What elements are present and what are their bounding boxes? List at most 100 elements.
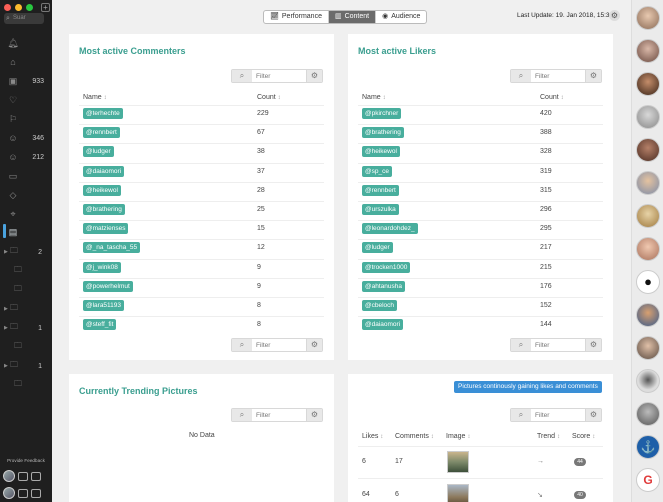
sidebar-item-bookmarks[interactable]: ⚐ <box>0 111 52 127</box>
username-tag[interactable]: @powerhelmut <box>83 281 133 292</box>
avatar[interactable] <box>636 402 660 426</box>
sidebar-item-stats[interactable]: ▤ <box>0 224 52 240</box>
trending-filter-input[interactable] <box>252 409 306 421</box>
username-tag[interactable]: @heikewol <box>83 185 121 196</box>
column-header-name[interactable]: Name ↕ <box>83 94 107 101</box>
likers-title: Most active Likers <box>358 46 437 56</box>
column-header-count[interactable]: Count ↕ <box>257 94 281 101</box>
gear-icon[interactable]: ⚙ <box>585 70 601 82</box>
username-tag[interactable]: @trocken1000 <box>362 262 411 273</box>
username-tag[interactable]: @pkirchner <box>362 108 402 119</box>
commenters-filter-input[interactable] <box>252 70 306 82</box>
avatar[interactable] <box>636 303 660 327</box>
sidebar-item-followers[interactable]: ☺ 346 <box>0 130 52 146</box>
picture-thumbnail[interactable] <box>447 451 469 473</box>
username-tag[interactable]: @rennbert <box>83 127 120 138</box>
column-header-trend[interactable]: Trend ↕ <box>537 433 560 440</box>
username-tag[interactable]: @j_wink08 <box>83 262 121 273</box>
provide-feedback-link[interactable]: Provide Feedback <box>7 458 45 463</box>
username-tag[interactable]: @daiaomori <box>362 319 404 330</box>
username-tag[interactable]: @urszulka <box>362 204 399 215</box>
sidebar-item-tags[interactable]: ◇ <box>0 187 52 203</box>
username-tag[interactable]: @brathering <box>362 127 404 138</box>
username-tag[interactable]: @sp_ce <box>362 166 392 177</box>
avatar[interactable] <box>636 72 660 96</box>
sidebar-folder[interactable]: 🗀︎ <box>14 378 50 392</box>
username-tag[interactable]: @leonardohdez_ <box>362 223 418 234</box>
gear-icon[interactable]: ⚙ <box>306 409 322 421</box>
sidebar-item-notifications[interactable]: 🔔︎ <box>0 35 52 51</box>
window-controls <box>4 4 33 11</box>
divider <box>358 220 603 221</box>
gear-icon[interactable]: ⚙ <box>609 10 620 21</box>
username-tag[interactable]: @ahtanusha <box>362 281 405 292</box>
avatar[interactable] <box>636 369 660 393</box>
username-tag[interactable]: @daiaomori <box>83 166 125 177</box>
username-tag[interactable]: @ludger <box>83 146 114 157</box>
column-header-comments[interactable]: Comments ↕ <box>395 433 434 440</box>
add-account-button[interactable]: + <box>41 3 50 12</box>
account-row[interactable] <box>3 469 49 483</box>
avatar[interactable] <box>636 6 660 30</box>
sidebar-folder[interactable]: ▶ 🗀︎ 2 <box>4 245 50 259</box>
avatar[interactable] <box>636 336 660 360</box>
username-tag[interactable]: @rennbert <box>362 185 399 196</box>
sidebar-folder[interactable]: 🗀︎ <box>14 264 50 278</box>
column-header-count[interactable]: Count ↕ <box>540 94 564 101</box>
avatar[interactable] <box>636 138 660 162</box>
likers-filter-input[interactable] <box>531 70 585 82</box>
username-tag[interactable]: @cbeloch <box>362 300 398 311</box>
count-cell: 9 <box>257 283 261 290</box>
sidebar-folder[interactable]: ▶ 🗀︎ <box>4 302 50 316</box>
sidebar-search-input[interactable]: ⌕ Suar <box>4 13 44 24</box>
sidebar-item-following[interactable]: ☺ 212 <box>0 149 52 165</box>
column-header-score[interactable]: Score ↕ <box>572 433 595 440</box>
column-header-image[interactable]: Image ↕ <box>446 433 470 440</box>
sidebar-folder[interactable]: ▶ 🗀︎ 1 <box>4 359 50 373</box>
apple-logo-icon[interactable]: ● <box>636 270 660 294</box>
avatar[interactable] <box>636 204 660 228</box>
username-tag[interactable]: @heikewol <box>362 146 400 157</box>
username-tag[interactable]: @brathering <box>83 204 125 215</box>
column-label: Count <box>257 94 276 101</box>
sidebar-folder[interactable]: 🗀︎ <box>14 283 50 297</box>
minimize-window-button[interactable] <box>15 4 22 11</box>
close-window-button[interactable] <box>4 4 11 11</box>
username-tag[interactable]: @_na_tascha_55 <box>83 242 141 253</box>
picture-thumbnail[interactable] <box>447 484 469 502</box>
sidebar-item-locations[interactable]: ⌖ <box>0 206 52 222</box>
anchor-logo-icon[interactable]: ⚓ <box>636 435 660 459</box>
sidebar-folder[interactable]: 🗀︎ <box>14 340 50 354</box>
gaining-pictures-button[interactable]: Pictures continously gaining likes and c… <box>454 381 602 393</box>
sidebar-folder[interactable]: ▶ 🗀︎ 1 <box>4 321 50 335</box>
username-tag[interactable]: @ludger <box>362 242 393 253</box>
gear-icon[interactable]: ⚙ <box>306 339 322 351</box>
username-tag[interactable]: @matzienses <box>83 223 129 234</box>
avatar[interactable] <box>636 39 660 63</box>
avatar[interactable] <box>636 237 660 261</box>
gaining-filter-input[interactable] <box>531 409 585 421</box>
commenters-filter-input-bottom[interactable] <box>252 339 306 351</box>
column-header-likes[interactable]: Likes ↕ <box>362 433 383 440</box>
zoom-window-button[interactable] <box>26 4 33 11</box>
g-logo-icon[interactable]: G <box>636 468 660 492</box>
gear-icon[interactable]: ⚙ <box>585 339 601 351</box>
sidebar-item-likes[interactable]: ♡ <box>0 92 52 108</box>
avatar[interactable] <box>636 105 660 129</box>
sort-icon: ↕ <box>380 434 384 440</box>
sidebar-item-inbox[interactable]: ▣ 933 <box>0 73 52 89</box>
sidebar-item-home[interactable]: ⌂ <box>0 54 52 70</box>
username-tag[interactable]: @steff_fit <box>83 319 117 330</box>
username-tag[interactable]: @lara51193 <box>83 300 125 311</box>
column-header-name[interactable]: Name ↕ <box>362 94 386 101</box>
gear-icon[interactable]: ⚙ <box>585 409 601 421</box>
tab-content[interactable]: ▥ Content <box>328 11 377 23</box>
username-tag[interactable]: @terhechte <box>83 108 123 119</box>
tab-performance[interactable]: 📈︎ Performance <box>264 11 329 23</box>
gear-icon[interactable]: ⚙ <box>306 70 322 82</box>
avatar[interactable] <box>636 171 660 195</box>
sidebar-item-media[interactable]: ▭ <box>0 168 52 184</box>
account-row[interactable] <box>3 486 49 500</box>
tab-audience[interactable]: ◉ Audience <box>376 11 426 23</box>
likers-filter-input-bottom[interactable] <box>531 339 585 351</box>
